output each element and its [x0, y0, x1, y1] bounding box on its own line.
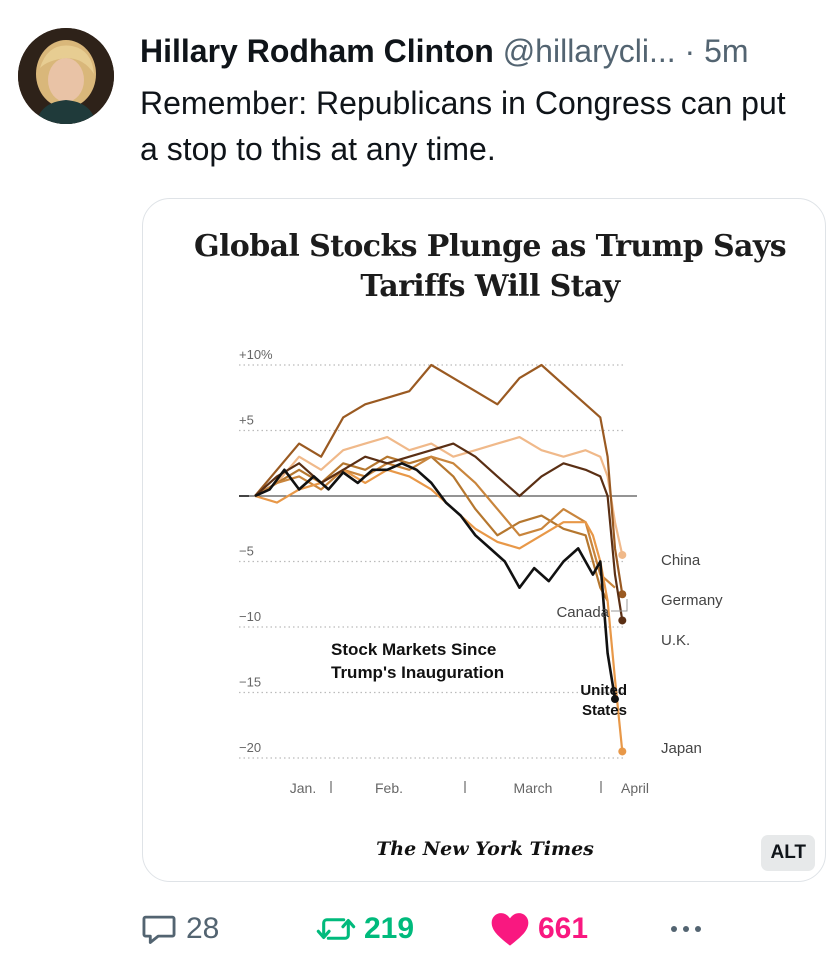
- x-tick-label: Feb.: [375, 780, 403, 796]
- nyt-logo-text: The New York Times: [376, 838, 594, 860]
- reply-count: 28: [186, 912, 220, 945]
- like-button[interactable]: 661: [490, 905, 588, 953]
- series-label: States: [582, 702, 627, 719]
- series-end-dot: [618, 550, 627, 559]
- x-axis-ticks: Jan. Feb. March April: [290, 780, 649, 796]
- alt-badge[interactable]: ALT: [761, 835, 815, 871]
- chart-title: Global Stocks Plunge as Trump Says Tarif…: [149, 227, 825, 307]
- series-end-dot: [610, 695, 619, 704]
- series-end-dot: [618, 590, 627, 599]
- series-line-europe: [254, 455, 609, 602]
- canada-leader-line: [611, 599, 628, 612]
- series-label: Canada: [556, 604, 609, 621]
- x-tick-label: March: [514, 780, 553, 796]
- series-label: U.K.: [661, 632, 690, 649]
- series-label: United: [580, 682, 627, 699]
- y-tick-label: +10%: [239, 347, 273, 362]
- series-line-china: [254, 436, 624, 556]
- nyt-logo: The New York Times: [376, 838, 594, 860]
- author-name[interactable]: Hillary Rodham Clinton: [140, 33, 494, 69]
- more-button[interactable]: [666, 909, 706, 949]
- retweet-arrows-icon: [316, 918, 356, 940]
- y-tick-label: −15: [239, 675, 261, 690]
- series-line-u-k-: [254, 442, 624, 621]
- series-label: China: [661, 552, 701, 569]
- action-bar: 28 219 661: [140, 905, 820, 955]
- y-tick-label: −10: [239, 609, 261, 624]
- profile-photo-icon: [18, 28, 114, 124]
- series-label: Germany: [661, 592, 723, 609]
- chart-title-line-1: Global Stocks Plunge as Trump Says: [193, 229, 787, 264]
- series-label: Japan: [661, 740, 702, 757]
- x-tick-label: April: [621, 780, 649, 796]
- y-tick-label: −5: [239, 544, 254, 559]
- series-labels: China Germany U.K. Canada United States Japan: [556, 552, 723, 757]
- series-lines: [254, 363, 627, 756]
- series-line-united-states: [254, 462, 617, 700]
- heart-icon: [491, 913, 529, 946]
- series-end-dot: [618, 747, 627, 756]
- avatar[interactable]: [18, 28, 114, 124]
- chart-title-line-2: Tariffs Will Stay: [360, 269, 620, 304]
- x-tick-label: Jan.: [290, 780, 316, 796]
- retweet-count: 219: [364, 912, 415, 945]
- author-handle[interactable]: @hillarycli...: [502, 33, 676, 69]
- like-count: 661: [538, 912, 589, 945]
- chart-subtitle-line-1: Stock Markets Since: [331, 640, 496, 659]
- media-card[interactable]: Global Stocks Plunge as Trump Says Tarif…: [142, 198, 826, 882]
- reply-button[interactable]: 28: [140, 905, 219, 953]
- tweet-text: Remember: Republicans in Congress can pu…: [140, 85, 786, 167]
- retweet-button[interactable]: 219: [316, 905, 414, 953]
- timestamp[interactable]: · 5m: [684, 33, 749, 69]
- series-end-dot: [618, 616, 627, 625]
- y-tick-label: +5: [239, 413, 254, 428]
- y-axis-ticks: +10% +5 −5 −10 −15 −20: [239, 347, 273, 755]
- tweet-header: Hillary Rodham Clinton @hillarycli... · …: [140, 30, 749, 72]
- chart-subtitle-line-2: Trump's Inauguration: [331, 663, 504, 682]
- speech-bubble-icon: [142, 915, 176, 944]
- series-line-germany: [254, 363, 624, 595]
- horizontal-dots-icon: [671, 926, 701, 932]
- grid-lines: [239, 364, 637, 759]
- stock-line-chart: +10% +5 −5 −10 −15 −20 Jan. Feb. March April Chi…: [239, 347, 723, 860]
- y-tick-label: −20: [239, 740, 261, 755]
